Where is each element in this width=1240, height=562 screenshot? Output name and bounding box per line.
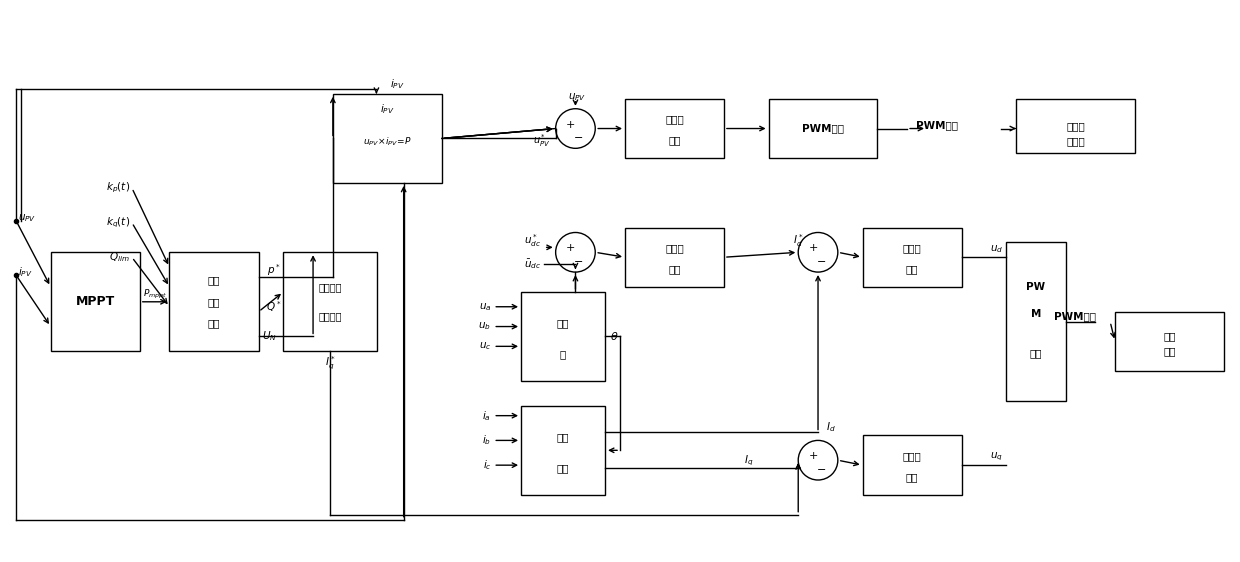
Text: 变换: 变换 (557, 463, 569, 473)
Text: $i_{PV}$: $i_{PV}$ (19, 265, 32, 279)
Text: $i_{PV}$: $i_{PV}$ (389, 77, 404, 91)
Text: $i_b$: $i_b$ (482, 433, 491, 447)
Bar (625, 99, 724, 158)
Text: 生成: 生成 (1029, 348, 1042, 359)
Text: M: M (1030, 309, 1042, 319)
Text: 压电路: 压电路 (1066, 136, 1085, 146)
Bar (769, 99, 878, 158)
Circle shape (799, 233, 838, 272)
Text: 派克: 派克 (557, 432, 569, 442)
Text: $k_q(t)$: $k_q(t)$ (105, 215, 130, 230)
Text: $p^*$: $p^*$ (267, 262, 280, 278)
Text: $-$: $-$ (816, 463, 826, 473)
Text: $u_c$: $u_c$ (479, 341, 491, 352)
Text: PWM输出: PWM输出 (916, 121, 957, 130)
Text: $u_{PV}$: $u_{PV}$ (19, 212, 36, 224)
Text: $I_q$: $I_q$ (744, 454, 754, 468)
Bar (332, 94, 441, 183)
Bar (1016, 99, 1135, 153)
Text: 锁相: 锁相 (557, 318, 569, 328)
Text: $u_a$: $u_a$ (479, 301, 491, 312)
Text: $u_{dc}^*$: $u_{dc}^*$ (523, 232, 541, 249)
Text: 最优: 最优 (208, 275, 221, 285)
Text: 节器: 节器 (668, 264, 681, 274)
Text: $-$: $-$ (573, 132, 584, 142)
Text: 电压调: 电压调 (665, 243, 683, 253)
Text: PWM输出: PWM输出 (1054, 312, 1096, 321)
Text: $-$: $-$ (573, 255, 584, 265)
Text: $P_{mppt}$: $P_{mppt}$ (143, 288, 166, 301)
Text: 计算模块: 计算模块 (319, 312, 342, 321)
Text: $\bar{u}_{dc}$: $\bar{u}_{dc}$ (523, 257, 541, 271)
Bar (863, 436, 961, 495)
Text: $k_p(t)$: $k_p(t)$ (105, 181, 130, 195)
Text: 逆变: 逆变 (1163, 332, 1176, 342)
Text: $U_N$: $U_N$ (262, 329, 277, 343)
Text: +: + (565, 243, 575, 253)
Bar (521, 406, 605, 495)
Text: +: + (808, 243, 817, 253)
Text: +: + (565, 120, 575, 130)
Text: 效益: 效益 (208, 297, 221, 307)
Text: $u_{PV}$: $u_{PV}$ (568, 91, 587, 103)
Text: 无功指令: 无功指令 (319, 282, 342, 292)
Text: $i_c$: $i_c$ (482, 458, 491, 472)
Text: $u_q$: $u_q$ (990, 451, 1003, 464)
Bar (284, 252, 377, 351)
Circle shape (556, 233, 595, 272)
Text: 电路: 电路 (1163, 346, 1176, 356)
Circle shape (556, 108, 595, 148)
Text: $u_{PV}\!\times\!i_{PV}\!=\!P$: $u_{PV}\!\times\!i_{PV}\!=\!P$ (363, 135, 412, 148)
Text: $i_{PV}$: $i_{PV}$ (379, 102, 394, 116)
Text: $Q^*$: $Q^*$ (265, 300, 281, 314)
Text: 环: 环 (560, 349, 567, 359)
Text: $Q_{lim}$: $Q_{lim}$ (109, 250, 130, 264)
Text: 电流调: 电流调 (903, 243, 921, 253)
Bar (863, 228, 961, 287)
Text: $u_{PV}^*$: $u_{PV}^*$ (533, 132, 551, 149)
Text: MPPT: MPPT (76, 295, 115, 309)
Text: $u_b$: $u_b$ (479, 321, 491, 333)
Bar (51, 252, 140, 351)
Bar (521, 292, 605, 381)
Text: $I_d^*$: $I_d^*$ (792, 232, 804, 249)
Text: $\theta$: $\theta$ (610, 330, 619, 342)
Text: $-$: $-$ (816, 255, 826, 265)
Bar (1006, 242, 1065, 401)
Text: 节器: 节器 (906, 472, 919, 482)
Text: 节器: 节器 (668, 135, 681, 146)
Text: 节器: 节器 (906, 264, 919, 274)
Text: $I_q^*$: $I_q^*$ (325, 355, 336, 372)
Text: 电流调: 电流调 (903, 451, 921, 461)
Text: 直流升: 直流升 (1066, 121, 1085, 131)
Text: 电压调: 电压调 (665, 115, 683, 125)
Text: PW: PW (1027, 282, 1045, 292)
Text: 计算: 计算 (208, 319, 221, 329)
Text: $i_a$: $i_a$ (482, 409, 491, 423)
Circle shape (799, 441, 838, 480)
Text: +: + (808, 451, 817, 461)
Text: PWM生成: PWM生成 (802, 124, 844, 134)
Text: $I_d$: $I_d$ (826, 420, 836, 434)
Text: $u_d$: $u_d$ (990, 243, 1003, 255)
Bar (625, 228, 724, 287)
Bar (170, 252, 259, 351)
Bar (1115, 312, 1224, 371)
